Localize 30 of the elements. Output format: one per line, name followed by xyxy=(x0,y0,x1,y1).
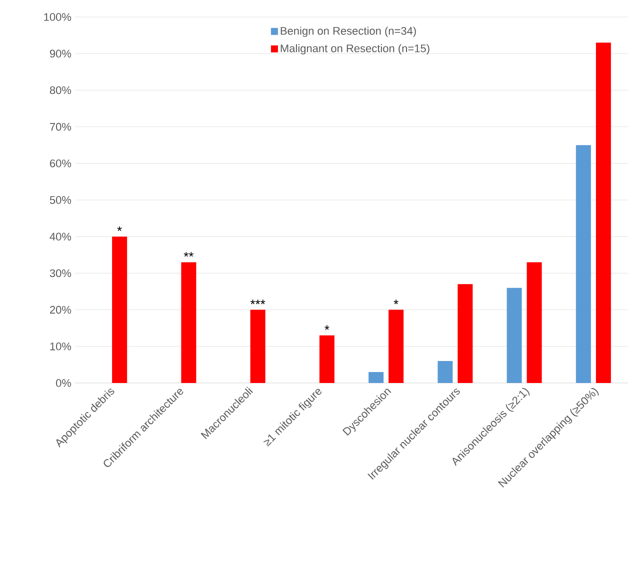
bar xyxy=(506,288,522,383)
bar xyxy=(319,335,334,383)
y-tick-label: 10% xyxy=(50,342,72,350)
bar xyxy=(250,310,266,383)
bar xyxy=(368,372,384,383)
y-tick-label: 40% xyxy=(50,232,72,240)
y-tick-label: 20% xyxy=(50,306,72,314)
y-tick-label: 70% xyxy=(50,122,72,131)
y-tick-label: 30% xyxy=(50,269,72,278)
legend-label: Malignant on Resection (n=15) xyxy=(280,44,430,54)
y-tick-label: 100% xyxy=(44,13,72,21)
annotation: * xyxy=(324,325,330,330)
y-tick-label: 50% xyxy=(50,196,72,204)
bar xyxy=(458,284,473,383)
bar xyxy=(438,361,453,383)
bar xyxy=(181,262,196,383)
bar xyxy=(576,145,591,383)
bar xyxy=(526,262,542,383)
annotation: * xyxy=(117,226,122,232)
y-tick-label: 60% xyxy=(50,160,72,168)
annotation: ** xyxy=(184,252,194,257)
y-tick-label: 0% xyxy=(56,379,72,387)
bar xyxy=(112,236,128,383)
annotation: *** xyxy=(250,300,266,304)
annotation: * xyxy=(394,300,398,304)
legend-label: Benign on Resection (n=34) xyxy=(280,26,416,37)
y-tick-label: 90% xyxy=(50,50,72,58)
y-tick-label: 80% xyxy=(50,86,72,94)
bar xyxy=(596,42,611,383)
bar xyxy=(388,310,404,383)
